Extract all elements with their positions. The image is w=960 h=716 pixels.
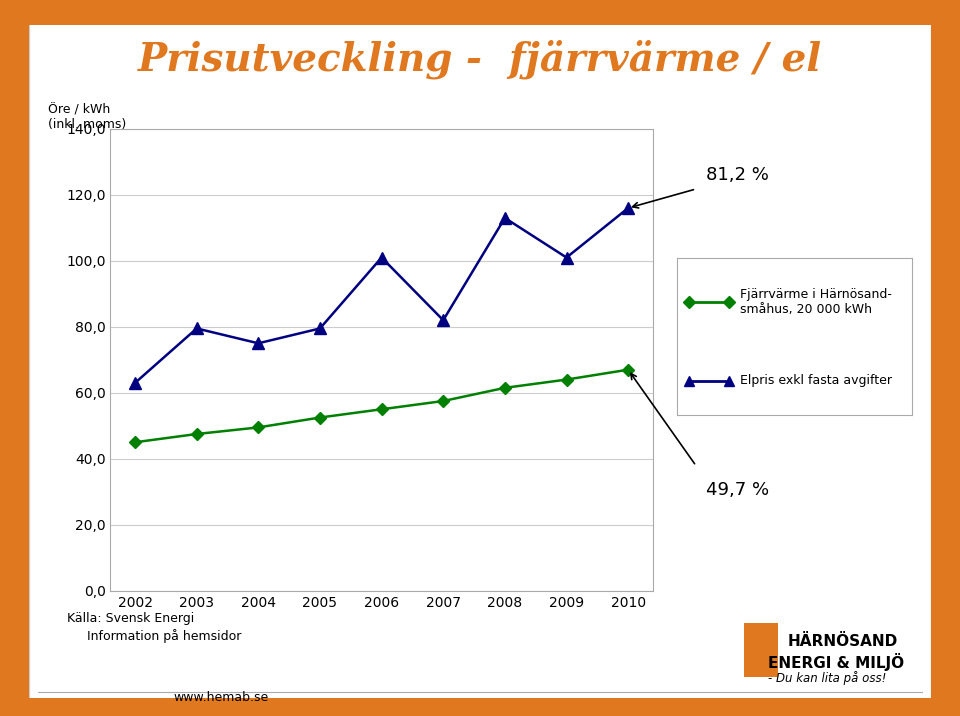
Text: - Du kan lita på oss!: - Du kan lita på oss!: [768, 671, 886, 685]
Text: (inkl. moms): (inkl. moms): [48, 118, 127, 131]
Text: 81,2 %: 81,2 %: [706, 166, 768, 185]
Text: 49,7 %: 49,7 %: [706, 481, 769, 500]
Text: HÄRNÖSAND: HÄRNÖSAND: [787, 634, 898, 649]
Text: www.hemab.se: www.hemab.se: [173, 691, 269, 704]
Text: ENERGI & MILJÖ: ENERGI & MILJÖ: [768, 653, 904, 671]
Text: Elpris exkl fasta avgifter: Elpris exkl fasta avgifter: [740, 374, 892, 387]
Text: Fjärrvärme i Härnösand-
småhus, 20 000 kWh: Fjärrvärme i Härnösand- småhus, 20 000 k…: [740, 288, 892, 316]
Text: Information på hemsidor: Information på hemsidor: [67, 629, 242, 643]
Text: Prisutveckling -  fjärrvärme / el: Prisutveckling - fjärrvärme / el: [138, 39, 822, 79]
Text: Öre / kWh: Öre / kWh: [48, 104, 110, 117]
Text: Källa: Svensk Energi: Källa: Svensk Energi: [67, 612, 195, 625]
